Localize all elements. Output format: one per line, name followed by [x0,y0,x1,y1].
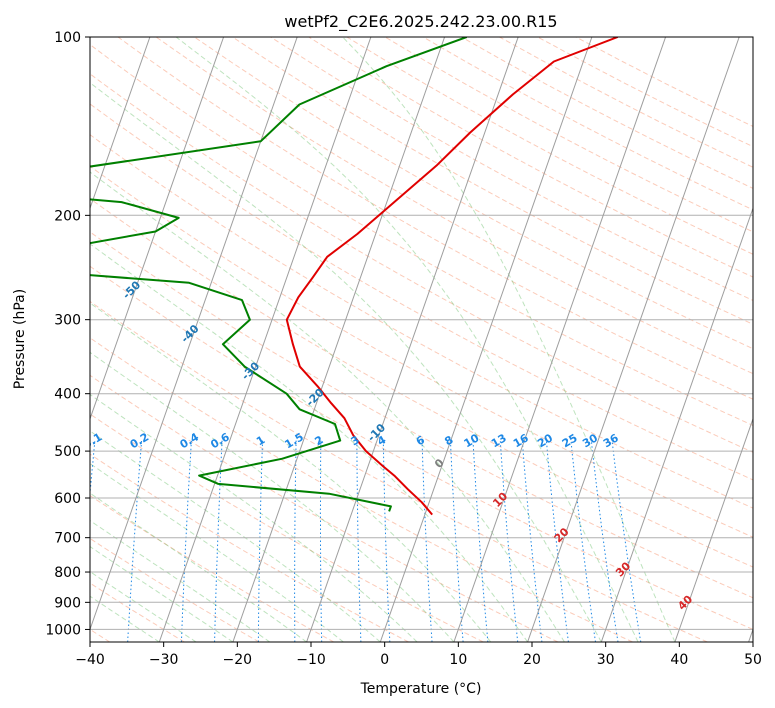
y-tick-label: 600 [54,491,81,507]
moist-adiabat-line [90,595,160,642]
x-tick-label: 30 [597,652,615,668]
mixing-ratio-lines [90,440,642,642]
dry-adiabat-line [90,134,753,509]
mixing-ratio-line [180,440,192,642]
dry-adiabat-line [90,537,260,642]
mixing-ratio-line [319,440,323,642]
x-axis-title: Temperature (°C) [360,681,482,697]
isotherm-line [232,37,446,642]
y-tick-label: 800 [54,565,81,581]
y-tick-label: 500 [54,444,81,460]
isotherm-line [90,37,151,210]
mixing-ratio-line [127,440,143,642]
moist-adiabat-line [90,545,234,642]
moist-adiabat-line [90,351,455,642]
dewpoint-profile [90,37,468,512]
moist-adiabat-line [90,243,528,642]
y-tick-label: 300 [54,313,81,329]
x-tick-label: −30 [149,652,179,668]
moist-adiabat-line [90,463,344,642]
mixing-ratio-line [257,440,263,642]
y-axis-title: Pressure (hPa) [12,289,28,389]
moist-adiabat-line [90,302,492,642]
y-tick-label: 700 [54,531,81,547]
dry-adiabat-line [90,337,633,642]
x-tick-label: 50 [744,652,762,668]
grid-lines [90,37,753,630]
moist-adiabat-line [90,393,418,642]
mixing-ratio-line [499,440,519,642]
moist-adiabat-line [90,430,381,642]
isotherm-line [674,417,753,642]
mixing-ratio-line [449,440,464,642]
dry-adiabat-line [90,413,484,642]
x-tick-label: −20 [223,652,253,668]
mixing-ratio-line [214,440,223,642]
isotherm-line [90,37,298,631]
isotherm-line [90,37,225,421]
plot-frame [89,36,754,643]
x-tick-label: 10 [449,652,467,668]
y-tick-label: 400 [54,387,81,403]
dry-adiabats [90,37,753,642]
moist-adiabat-line [90,171,565,642]
dry-adiabat-line [90,453,409,642]
mixing-ratio-line [590,440,619,642]
isotherm-line [453,37,667,642]
isotherms [90,37,753,642]
isotherm-line [158,37,372,642]
temperature-profile [285,37,619,516]
x-tick-label: 40 [670,652,688,668]
y-tick-label: 100 [54,30,81,46]
x-tick-label: −40 [75,652,105,668]
isotherm-line [527,37,740,642]
mixing-ratio-line [611,440,642,642]
mixing-ratio-line [472,440,489,642]
dry-adiabat-line [90,265,753,630]
y-tick-label: 200 [54,208,81,224]
dry-adiabat-line [90,374,559,642]
x-tick-label: 0 [380,652,389,668]
mixing-ratio-line [421,440,433,642]
mixing-ratio-line [294,440,297,642]
mixing-ratio-line [545,440,569,642]
dry-adiabat-line [232,37,753,325]
x-tick-label: 20 [523,652,541,668]
dry-adiabat-line [90,103,753,481]
dry-adiabat-line [270,37,753,301]
chart-title: wetPf2_C2E6.2025.242.23.00.R15 [284,12,557,32]
dry-adiabat-line [90,582,185,642]
mixing-ratio-line [570,440,596,642]
plot-area: 0.10.20.40.611.52346810131620253036-100-… [90,37,753,642]
moist-adiabat-line [90,519,271,642]
y-tick-label: 900 [54,595,81,611]
dry-adiabat-line [90,165,753,538]
moist-adiabat-line [342,37,676,642]
moist-adiabat-line [90,571,197,642]
y-tick-label: 1000 [45,622,81,638]
mixing-ratio-line [521,440,543,642]
dry-adiabat-line [155,37,753,375]
moist-adiabat-line [90,82,602,642]
x-axis-ticks: −40 −30 −20 −10 0 10 20 30 40 50 [75,642,762,668]
x-tick-label: −10 [296,652,326,668]
isotherm-line [379,37,593,642]
mixing-ratio-line [356,440,362,642]
dry-adiabat-line [194,37,753,350]
isotherm-line [306,37,519,642]
sounding-series [90,37,619,516]
y-axis-ticks: 100 200 300 400 500 600 700 800 900 1000 [45,30,90,638]
isotherm-line [600,206,753,642]
